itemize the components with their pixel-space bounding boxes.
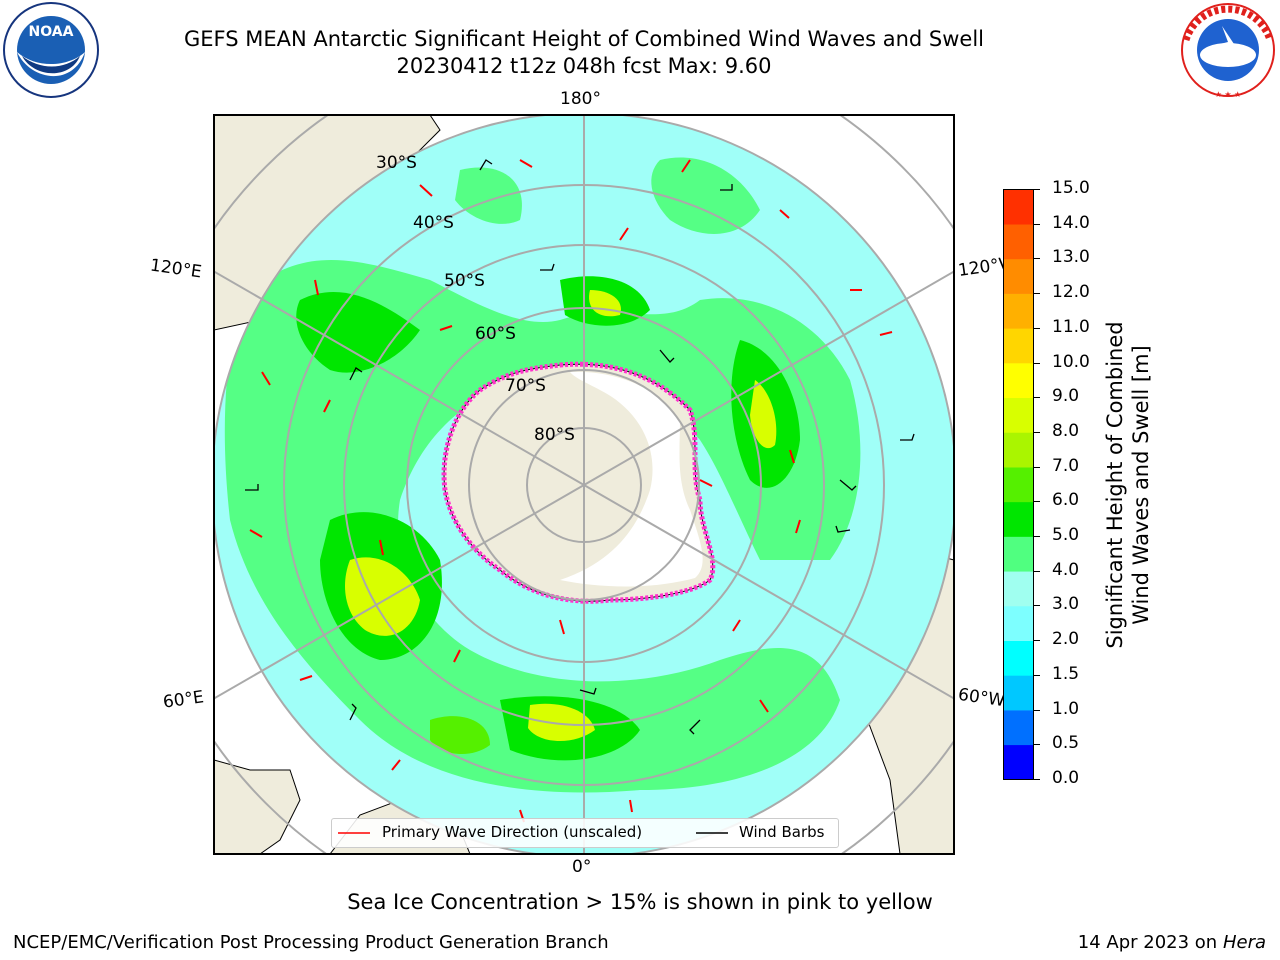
colorbar-segment — [1003, 293, 1034, 329]
colorbar-tick-label: 12.0 — [1052, 282, 1090, 303]
colorbar-title: Significant Height of Combined Wind Wave… — [1102, 275, 1154, 695]
colorbar-tick-label: 2.0 — [1052, 629, 1080, 650]
colorbar-tick-label: 8.0 — [1052, 420, 1080, 441]
colorbar-tick-mark — [1034, 189, 1040, 190]
nws-logo: ★ ★ ★ — [1181, 3, 1275, 99]
colorbar-segment — [1003, 467, 1034, 503]
colorbar-tick-label: 3.0 — [1052, 594, 1080, 615]
colorbar-tick-mark — [1034, 605, 1040, 607]
lat-label: 80°S — [534, 425, 575, 445]
map-legend: Primary Wave Direction (unscaled) Wind B… — [331, 818, 839, 848]
colorbar-tick-mark — [1034, 779, 1040, 780]
colorbar-segment — [1003, 258, 1034, 294]
colorbar-segment — [1003, 397, 1034, 433]
colorbar — [1003, 189, 1034, 780]
colorbar-segment — [1003, 675, 1034, 711]
colorbar-segment — [1003, 571, 1034, 607]
footer-date: 14 Apr 2023 on Hera — [1078, 932, 1266, 953]
colorbar-tick-label: 13.0 — [1052, 247, 1090, 268]
colorbar-tick-label: 0.5 — [1052, 733, 1080, 754]
colorbar-segment — [1003, 189, 1034, 225]
colorbar-tick-label: 1.5 — [1052, 663, 1080, 684]
footer-date-text: 14 Apr 2023 on — [1077, 932, 1218, 953]
colorbar-title-line1: Significant Height of Combined — [1103, 321, 1127, 649]
colorbar-tick-label: 5.0 — [1052, 525, 1080, 546]
colorbar-tick-label: 9.0 — [1052, 386, 1080, 407]
colorbar-segment — [1003, 536, 1034, 572]
colorbar-tick-label: 7.0 — [1052, 455, 1080, 476]
chart-subtitle: 20230412 t12z 048h fcst Max: 9.60 — [396, 54, 772, 78]
colorbar-tick-mark — [1034, 223, 1040, 225]
colorbar-segment — [1003, 640, 1034, 676]
colorbar-segment — [1003, 328, 1034, 364]
lat-label: 70°S — [505, 376, 546, 396]
colorbar-tick-mark — [1034, 536, 1040, 538]
colorbar-tick-label: 0.0 — [1052, 768, 1080, 788]
footer-host: Hera — [1222, 932, 1266, 953]
legend-wind-barbs: Wind Barbs — [739, 823, 825, 841]
lat-label: 50°S — [444, 271, 485, 291]
colorbar-title-line2: Wind Waves and Swell [m] — [1129, 345, 1153, 625]
svg-text:NOAA: NOAA — [29, 24, 74, 40]
colorbar-tick-label: 14.0 — [1052, 212, 1090, 233]
lon-label-0: 0° — [572, 857, 592, 877]
colorbar-tick-mark — [1034, 570, 1040, 572]
colorbar-tick-mark — [1034, 709, 1040, 711]
colorbar-tick-mark — [1034, 640, 1040, 642]
colorbar-tick-mark — [1034, 362, 1040, 364]
colorbar-tick-mark — [1034, 258, 1040, 260]
colorbar-segment — [1003, 605, 1034, 641]
colorbar-tick-label: 4.0 — [1052, 559, 1080, 580]
footer-credit: NCEP/EMC/Verification Post Processing Pr… — [13, 932, 609, 953]
colorbar-segment — [1003, 224, 1034, 260]
chart-title: GEFS MEAN Antarctic Significant Height o… — [183, 27, 985, 51]
colorbar-segment — [1003, 710, 1034, 746]
lat-label: 40°S — [413, 213, 454, 233]
colorbar-segment — [1003, 432, 1034, 468]
africa-landmass — [214, 759, 301, 854]
colorbar-tick-label: 6.0 — [1052, 490, 1080, 511]
colorbar-tick-label: 10.0 — [1052, 351, 1090, 372]
noaa-logo: NOAA — [3, 2, 99, 98]
colorbar-tick-label: 15.0 — [1052, 178, 1090, 198]
colorbar-tick-label: 1.0 — [1052, 698, 1080, 719]
legend-wave-direction: Primary Wave Direction (unscaled) — [382, 823, 643, 841]
lat-label: 30°S — [376, 153, 417, 173]
colorbar-tick-mark — [1034, 327, 1040, 329]
wave-direction-swatch — [338, 832, 370, 834]
colorbar-tick-mark — [1034, 466, 1040, 468]
lat-label: 60°S — [475, 324, 516, 344]
lon-label-180: 180° — [560, 89, 601, 109]
colorbar-segment — [1003, 363, 1034, 399]
colorbar-tick-mark — [1034, 674, 1040, 676]
colorbar-tick-mark — [1034, 744, 1040, 746]
colorbar-segment — [1003, 501, 1034, 537]
colorbar-segment — [1003, 744, 1034, 780]
colorbar-tick-label: 11.0 — [1052, 316, 1090, 337]
colorbar-tick-mark — [1034, 293, 1040, 295]
colorbar-tick-mark — [1034, 501, 1040, 503]
colorbar-tick-mark — [1034, 397, 1040, 399]
sea-ice-caption: Sea Ice Concentration > 15% is shown in … — [347, 890, 933, 914]
svg-text:★ ★ ★: ★ ★ ★ — [1215, 90, 1242, 99]
colorbar-tick-mark — [1034, 431, 1040, 433]
wind-barb-swatch — [696, 832, 728, 834]
